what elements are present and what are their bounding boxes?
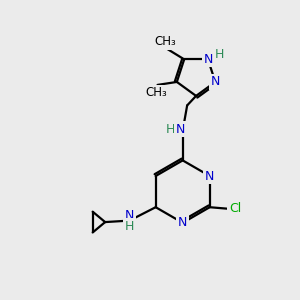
- Text: H: H: [125, 220, 134, 233]
- Text: N: N: [205, 169, 214, 182]
- Text: N: N: [125, 209, 134, 222]
- Text: H: H: [214, 48, 224, 62]
- Text: CH₃: CH₃: [154, 35, 176, 48]
- Text: N: N: [176, 123, 185, 136]
- Text: N: N: [178, 216, 188, 229]
- Text: N: N: [203, 53, 213, 66]
- Text: N: N: [211, 75, 220, 88]
- Text: H: H: [166, 123, 175, 136]
- Text: CH₃: CH₃: [145, 86, 167, 99]
- Text: Cl: Cl: [229, 202, 241, 215]
